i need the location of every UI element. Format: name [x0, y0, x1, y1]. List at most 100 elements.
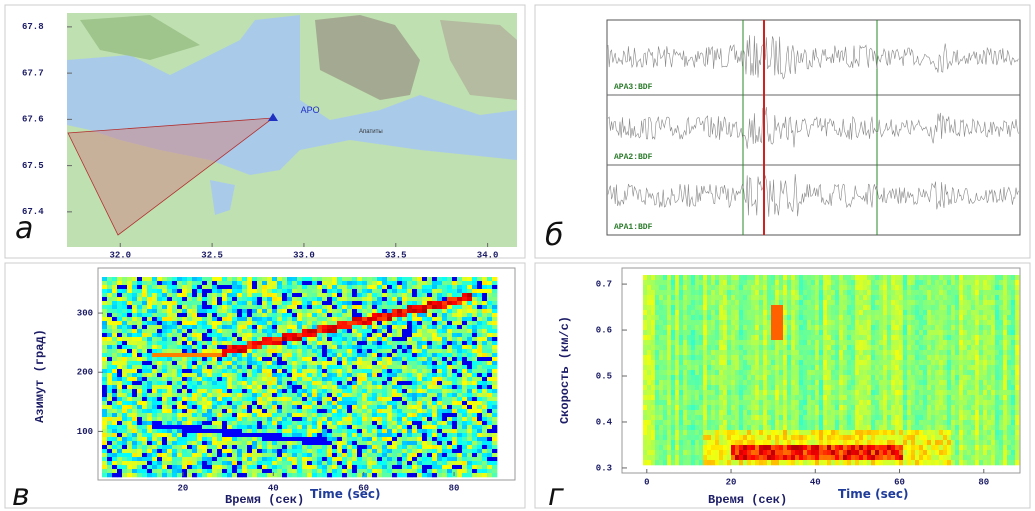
heatmap-cell [167, 453, 172, 457]
heatmap-cell [157, 277, 162, 281]
heatmap-cell [222, 285, 227, 289]
heatmap-cell [312, 341, 317, 345]
heatmap-cell [407, 413, 412, 417]
heatmap-cell [132, 393, 137, 397]
heatmap-cell [362, 421, 367, 425]
heatmap-cell [182, 405, 187, 409]
heatmap-cell [342, 345, 347, 349]
heatmap-cell [472, 313, 477, 317]
heatmap-cell [492, 433, 497, 437]
heatmap-cell [337, 449, 342, 453]
heatmap-cell [417, 449, 422, 453]
heatmap-cell [397, 333, 402, 337]
heatmap-cell [157, 285, 162, 289]
heatmap-cell [663, 310, 667, 315]
heatmap-cell [167, 405, 172, 409]
heatmap-cell [142, 381, 147, 385]
heatmap-cell [102, 277, 107, 281]
heatmap-cell [362, 297, 367, 301]
heatmap-cell [735, 300, 739, 305]
heatmap-cell [457, 277, 462, 281]
heatmap-cell [317, 441, 322, 445]
heatmap-cell [699, 340, 703, 345]
heatmap-cell [337, 401, 342, 405]
heatmap-cell [447, 301, 452, 305]
heatmap-cell [659, 330, 663, 335]
heatmap-cell [107, 285, 112, 289]
heatmap-cell [327, 369, 332, 373]
heatmap-cell [477, 301, 482, 305]
heatmap-cell [452, 397, 457, 401]
heatmap-cell [647, 390, 651, 395]
heatmap-cell [182, 425, 187, 429]
heatmap-cell [447, 337, 452, 341]
heatmap-cell [232, 297, 237, 301]
heatmap-cell [192, 401, 197, 405]
heatmap-cell [307, 309, 312, 313]
heatmap-cell [402, 365, 407, 369]
heatmap-cell [735, 280, 739, 285]
heatmap-cell [252, 445, 257, 449]
heatmap-cell [643, 320, 647, 325]
heatmap-cell [147, 441, 152, 445]
heatmap-cell [122, 309, 127, 313]
heatmap-cell [715, 425, 719, 430]
heatmap-cell [242, 401, 247, 405]
heatmap-cell [492, 381, 497, 385]
heatmap-cell [337, 465, 342, 469]
heatmap-cell [212, 449, 217, 453]
heatmap-cell [272, 437, 277, 441]
heatmap-cell [723, 425, 727, 430]
heatmap-cell [663, 290, 667, 295]
heatmap-cell [691, 320, 695, 325]
heatmap-cell [392, 361, 397, 365]
heatmap-cell [272, 389, 277, 393]
heatmap-cell [347, 321, 352, 325]
heatmap-cell [262, 437, 267, 441]
heatmap-cell [172, 437, 177, 441]
heatmap-cell [667, 410, 671, 415]
heatmap-cell [492, 393, 497, 397]
heatmap-cell [432, 353, 437, 357]
heatmap-cell [412, 337, 417, 341]
heatmap-cell [417, 325, 422, 329]
heatmap-cell [367, 413, 372, 417]
heatmap-cell [282, 373, 287, 377]
heatmap-cell [467, 301, 472, 305]
heatmap-cell [282, 349, 287, 353]
heatmap-cell [735, 425, 739, 430]
heatmap-cell [643, 460, 647, 465]
heatmap-cell [192, 321, 197, 325]
heatmap-cell [162, 401, 167, 405]
heatmap-cell [327, 461, 332, 465]
heatmap-cell [743, 370, 747, 375]
heatmap-cell [192, 385, 197, 389]
heatmap-cell [735, 445, 739, 450]
heatmap-cell [643, 375, 647, 380]
heatmap-cell [719, 460, 723, 465]
heatmap-cell [227, 321, 232, 325]
heatmap-cell [187, 293, 192, 297]
heatmap-cell [743, 440, 747, 445]
heatmap-cell [437, 297, 442, 301]
heatmap-cell [197, 365, 202, 369]
heatmap-cell [202, 325, 207, 329]
heatmap-cell [267, 313, 272, 317]
heatmap-cell [132, 293, 137, 297]
heatmap-cell [739, 420, 743, 425]
heatmap-cell [117, 461, 122, 465]
heatmap-cell [422, 445, 427, 449]
heatmap-cell [282, 473, 287, 477]
heatmap-cell [332, 277, 337, 281]
heatmap-cell [482, 429, 487, 433]
heatmap-cell [257, 469, 262, 473]
heatmap-cell [277, 465, 282, 469]
heatmap-cell [382, 437, 387, 441]
heatmap-cell [462, 281, 467, 285]
heatmap-cell [719, 400, 723, 405]
heatmap-cell [402, 421, 407, 425]
heatmap-cell [292, 281, 297, 285]
heatmap-cell [723, 440, 727, 445]
heatmap-cell [192, 461, 197, 465]
heatmap-cell [659, 375, 663, 380]
